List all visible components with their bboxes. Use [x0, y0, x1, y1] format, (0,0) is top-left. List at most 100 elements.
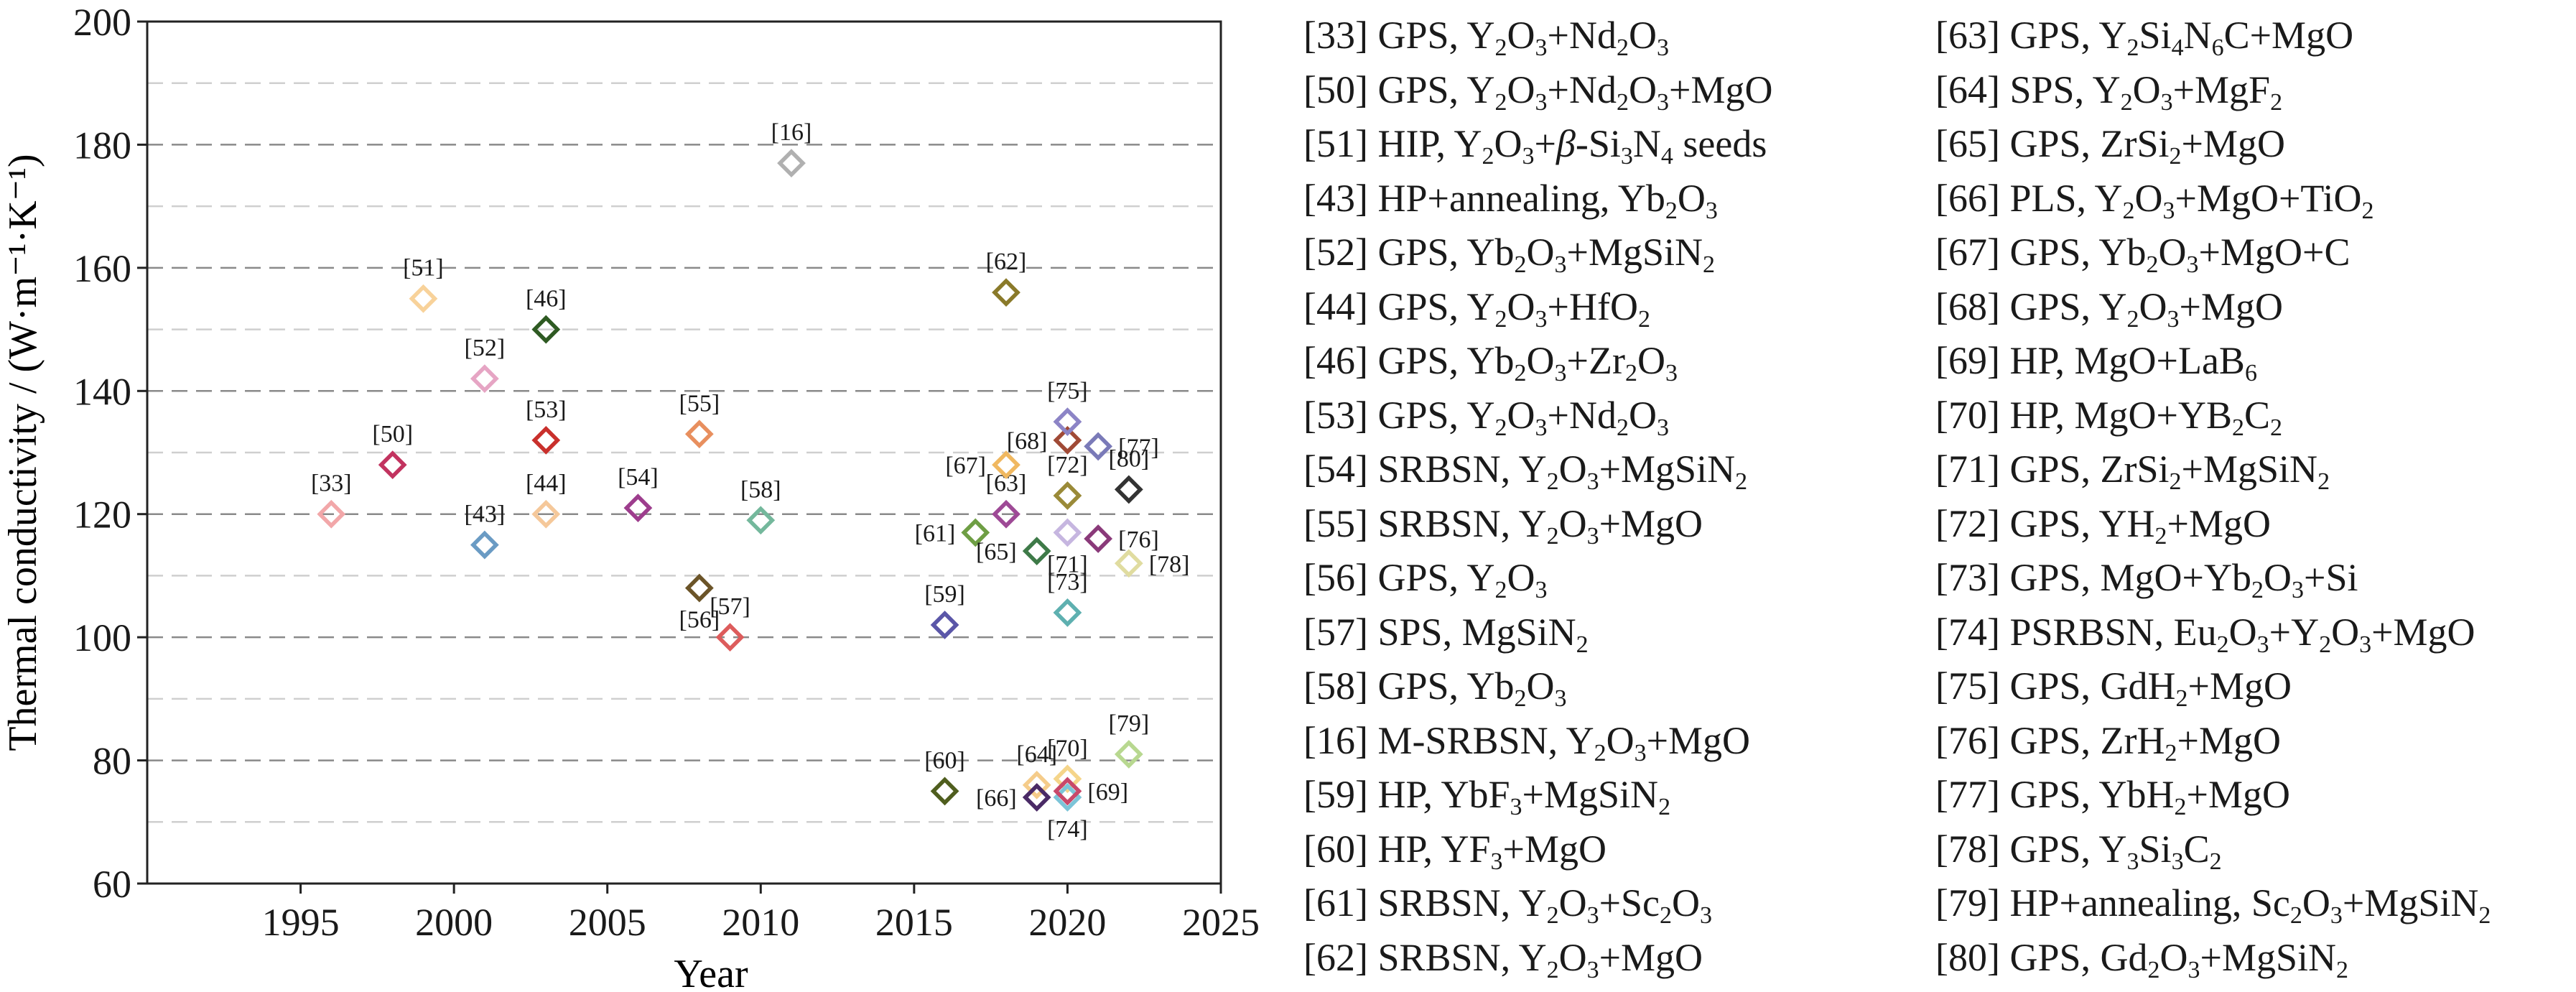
legend-method: HP,	[2009, 393, 2075, 437]
data-point	[470, 364, 499, 394]
x-tick-label: 1995	[262, 901, 340, 944]
data-point	[531, 315, 561, 344]
legend-composition: MgO+LaB6	[2074, 339, 2257, 386]
data-point	[1053, 598, 1082, 627]
legend-method: PSRBSN,	[2009, 610, 2174, 654]
legend-ref: [70]	[1935, 393, 2010, 437]
y-tick-label: 100	[73, 616, 131, 659]
data-label: [59]	[924, 581, 965, 608]
data-label: [50]	[372, 421, 413, 448]
y-tick-label: 80	[93, 740, 131, 783]
y-tick-label: 180	[73, 124, 131, 167]
legend-entry: [59] HP, YbF3+MgSiN2	[1303, 768, 1772, 822]
data-point	[1114, 549, 1143, 578]
legend-entry: [46] GPS, Yb2O3+Zr2O3	[1303, 334, 1772, 389]
legend-ref: [73]	[1935, 556, 2010, 599]
data-label: [75]	[1047, 378, 1088, 404]
legend-entry: [76] GPS, ZrH2+MgO	[1935, 714, 2491, 769]
legend-composition: Y2O3	[1466, 556, 1548, 603]
data-label: [66]	[976, 785, 1017, 812]
data-label: [33]	[311, 470, 352, 497]
legend-method: PLS,	[2009, 176, 2095, 220]
data-point	[531, 499, 561, 529]
legend-entry: [79] HP+annealing, Sc2O3+MgSiN2	[1935, 876, 2491, 931]
data-label: [52]	[465, 335, 506, 361]
data-label: [68]	[1007, 428, 1048, 455]
legend-composition: Yb2O3+MgSiN2	[1466, 231, 1716, 278]
legend-composition: Gd2O3+MgSiN2	[2100, 935, 2349, 983]
data-point	[1022, 783, 1051, 812]
legend-method: SRBSN,	[1377, 448, 1519, 491]
legend-entry: [43] HP+annealing, Yb2O3	[1303, 172, 1772, 226]
legend-method: GPS,	[1377, 231, 1467, 274]
legend-entry: [51] HIP, Y2O3+β-Si3N4 seeds	[1303, 117, 1772, 172]
data-point	[1053, 518, 1082, 547]
data-label: [53]	[526, 397, 567, 423]
legend-method: SRBSN,	[1377, 501, 1519, 545]
legend-composition: MgO+YB2C2	[2074, 393, 2283, 441]
x-tick-label: 2010	[722, 901, 799, 944]
legend-entry: [73] GPS, MgO+Yb2O3+Si	[1935, 551, 2491, 606]
data-point	[1053, 407, 1082, 437]
legend-entry: [80] GPS, Gd2O3+MgSiN2	[1935, 931, 2491, 986]
legend-ref: [56]	[1303, 556, 1378, 599]
legend-column-right: [63] GPS, Y2Si4N6C+MgO [64] SPS, Y2O3+MgF…	[1935, 9, 2491, 985]
data-label: [70]	[1047, 735, 1088, 761]
data-label: [78]	[1149, 551, 1190, 578]
legend-ref: [33]	[1303, 14, 1378, 57]
y-tick-label: 160	[73, 247, 131, 290]
data-label: [44]	[526, 470, 567, 497]
legend-method: SRBSN,	[1377, 935, 1519, 979]
data-label: [55]	[679, 390, 720, 417]
legend-ref: [74]	[1935, 610, 2010, 654]
legend-ref: [66]	[1935, 176, 2010, 220]
legend-composition: Yb2O3	[1466, 664, 1567, 712]
data-point	[470, 530, 499, 560]
legend-ref: [46]	[1303, 339, 1378, 382]
data-label: [71]	[1047, 551, 1088, 578]
legend-ref: [62]	[1303, 935, 1378, 979]
legend-entry: [52] GPS, Yb2O3+MgSiN2	[1303, 226, 1772, 280]
legend-column-left: [33] GPS, Y2O3+Nd2O3 [50] GPS, Y2O3+Nd2O3…	[1303, 9, 1772, 985]
legend-entry: [64] SPS, Y2O3+MgF2	[1935, 63, 2491, 118]
legend-method: GPS,	[2009, 718, 2101, 762]
data-point	[992, 278, 1020, 307]
data-label: [46]	[526, 286, 567, 312]
legend-composition: Yb2O3+Zr2O3	[1466, 339, 1678, 386]
legend-entry: [68] GPS, Y2O3+MgO	[1935, 280, 2491, 335]
data-label: [51]	[403, 255, 444, 282]
data-point	[1022, 537, 1051, 566]
legend-entry: [61] SRBSN, Y2O3+Sc2O3	[1303, 876, 1772, 931]
data-label: [61]	[915, 520, 956, 547]
data-point	[1084, 432, 1113, 461]
data-label: [43]	[465, 501, 506, 528]
legend-entry: [53] GPS, Y2O3+Nd2O3	[1303, 389, 1772, 443]
data-label: [57]	[710, 593, 750, 620]
scatter-chart: 60 80 100 120 140 160 180 200 1995 2000 2005 2010 20…	[0, 0, 1264, 992]
legend: [33] GPS, Y2O3+Nd2O3 [50] GPS, Y2O3+Nd2O3…	[1303, 9, 2567, 986]
data-point	[961, 518, 990, 547]
legend-composition: ZrSi2+MgO	[2100, 122, 2286, 170]
legend-composition: Y2O3+MgO	[2098, 284, 2283, 333]
legend-ref: [50]	[1303, 68, 1378, 111]
data-point	[1053, 425, 1082, 455]
data-label: [16]	[771, 119, 812, 146]
x-tick-label: 2005	[569, 901, 646, 944]
legend-ref: [51]	[1303, 122, 1378, 165]
chart-canvas: 60 80 100 120 140 160 180 200 1995 2000 2005 2010 20…	[1, 1, 1260, 992]
legend-composition: Yb2O3+MgO+C	[2098, 231, 2351, 278]
legend-method: GPS,	[1377, 339, 1467, 382]
legend-composition: Y3Si3C2	[2098, 827, 2222, 875]
legend-entry: [65] GPS, ZrSi2+MgO	[1935, 117, 2491, 172]
data-point	[1114, 740, 1143, 769]
data-label: [72]	[1047, 452, 1088, 478]
legend-ref: [63]	[1935, 14, 2010, 57]
y-axis-label: Thermal conductivity / (W·m⁻¹·K⁻¹)	[1, 154, 45, 751]
legend-entry: [72] GPS, YH2+MgO	[1935, 497, 2491, 552]
y-tick-label: 200	[73, 1, 131, 44]
data-label: [79]	[1109, 710, 1150, 737]
legend-composition: GdH2+MgO	[2100, 664, 2292, 712]
legend-ref: [44]	[1303, 284, 1378, 328]
legend-entry: [67] GPS, Yb2O3+MgO+C	[1935, 226, 2491, 280]
legend-method: GPS,	[2009, 827, 2099, 871]
